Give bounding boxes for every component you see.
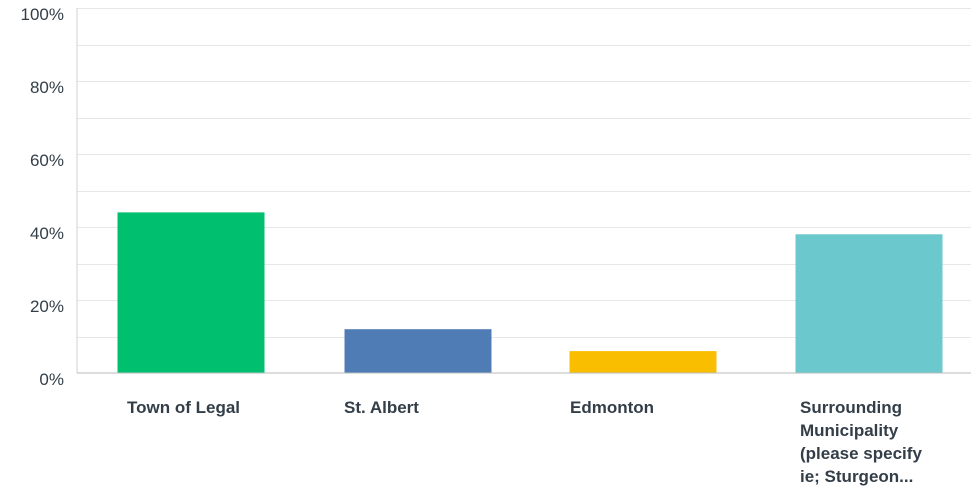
- y-tick-label: 20%: [30, 297, 64, 316]
- category-label: Surrounding Municipality (please specify ie…: [800, 398, 922, 486]
- y-tick-label: 100%: [21, 5, 64, 24]
- x-category-labels: Town of Legal St. Albert Edmonton Surroundi…: [127, 398, 922, 486]
- bar-4: [795, 234, 943, 373]
- category-label: Edmonton: [570, 398, 654, 417]
- bar-2: [344, 329, 492, 373]
- y-tick-label: 40%: [30, 224, 64, 243]
- y-tick-labels: 0% 20% 40% 60% 80% 100%: [21, 5, 64, 389]
- bar-1: [117, 212, 265, 373]
- category-label: St. Albert: [344, 398, 419, 417]
- y-tick-label: 80%: [30, 78, 64, 97]
- bar-3: [569, 351, 717, 373]
- y-tick-label: 0%: [39, 370, 64, 389]
- bars: [117, 212, 943, 373]
- y-tick-label: 60%: [30, 151, 64, 170]
- category-label: Town of Legal: [127, 398, 240, 417]
